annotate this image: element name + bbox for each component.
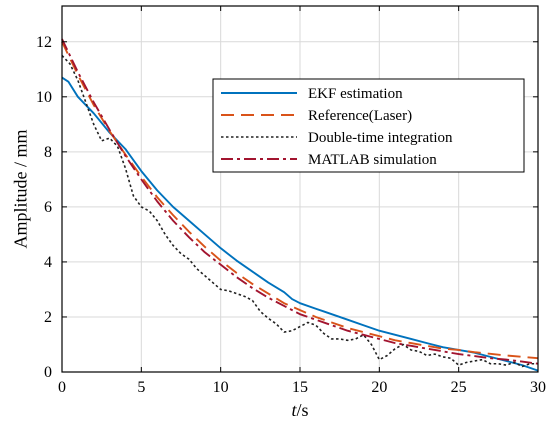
y-tick-label: 10 <box>36 89 52 106</box>
y-tick-label: 4 <box>44 254 52 271</box>
y-tick-label: 0 <box>44 364 52 381</box>
y-tick-label: 12 <box>36 34 52 51</box>
y-axis-label: Amplitude / mm <box>10 130 30 249</box>
x-tick-label: 10 <box>213 379 229 396</box>
x-tick-label: 0 <box>58 379 66 396</box>
series-line-3 <box>61 54 538 368</box>
legend-label-1: EKF estimation <box>308 86 403 102</box>
x-tick-label: 5 <box>137 379 145 396</box>
x-tick-label: 15 <box>292 379 308 396</box>
y-axis-ticks: 0 2 4 6 8 10 12 <box>36 34 538 381</box>
legend-label-4: MATLAB simulation <box>308 152 437 168</box>
x-axis-label-italic: t <box>291 400 297 420</box>
legend: EKF estimation Reference(Laser) Double-tim… <box>212 78 525 173</box>
y-tick-label: 2 <box>44 309 52 326</box>
legend-label-2: Reference(Laser) <box>308 108 412 124</box>
y-tick-label: 8 <box>44 144 52 161</box>
x-axis-label-unit: /s <box>297 400 309 420</box>
x-axis-label: t/s <box>291 400 308 420</box>
grid <box>62 6 538 372</box>
x-tick-label: 25 <box>451 379 467 396</box>
legend-label-3: Double-time integration <box>308 130 453 146</box>
x-tick-label: 20 <box>371 379 387 396</box>
x-tick-label: 30 <box>530 379 546 396</box>
series-line-4 <box>61 38 539 365</box>
y-tick-label: 6 <box>44 199 52 216</box>
series-layer <box>61 38 539 372</box>
x-axis-ticks: 0 5 10 15 20 25 30 <box>58 6 546 396</box>
legend-box <box>212 78 525 173</box>
series-line-2 <box>61 41 539 360</box>
